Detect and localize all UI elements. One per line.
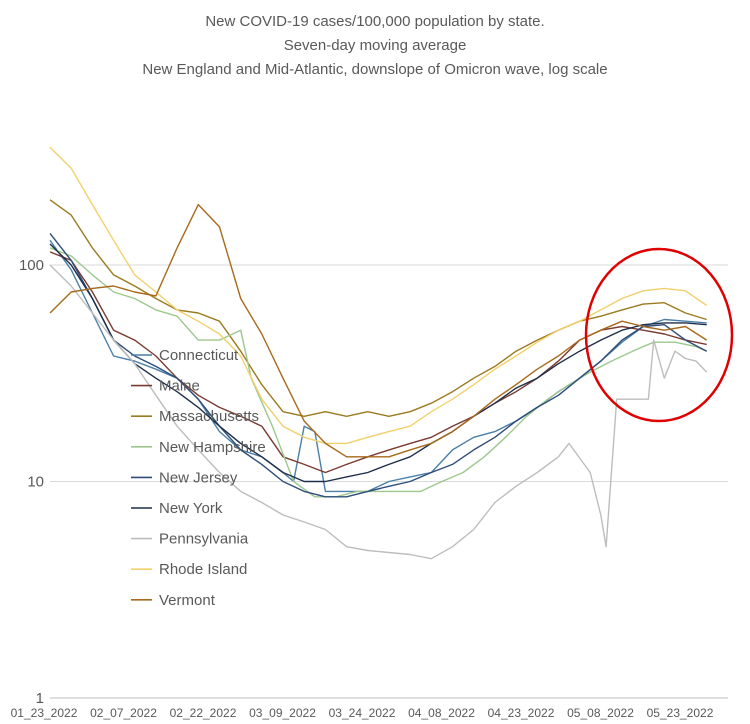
series-line-new-york [49,243,707,483]
legend-label: Maine [159,378,200,395]
legend-label: New Jersey [159,469,238,486]
chart-title: New COVID-19 cases/100,000 population by… [0,10,750,82]
series-lines [49,146,708,560]
highlight-circle [584,247,734,423]
y-tick-label: 100 [19,257,44,274]
series-line-rhode-island [49,146,708,445]
series-line-massachusetts [49,199,707,417]
x-tick-label: 03_09_2022 [249,706,316,720]
legend-label: Rhode Island [159,561,247,578]
x-tick-label: 04_23_2022 [488,706,555,720]
y-tick-label: 1 [36,690,44,707]
legend-label: Connecticut [159,347,239,364]
x-tick-label: 01_23_2022 [11,706,78,720]
x-tick-label: 02_07_2022 [90,706,157,720]
annotation-layer [584,247,734,423]
axes: 1 10 100 01_23_2022 02_07_2022 02_22_2022 03_0… [11,257,728,720]
legend-label: New Hampshire [159,439,266,456]
y-tick-label: 10 [27,474,44,491]
x-tick-label: 05_23_2022 [647,706,714,720]
legend: Connecticut Maine Massachusetts New Hampshi… [131,347,266,609]
x-tick-label: 05_08_2022 [567,706,634,720]
legend-label: Pennsylvania [159,531,249,548]
legend-label: Massachusetts [159,408,259,425]
x-tick-label: 02_22_2022 [170,706,237,720]
legend-label: New York [159,500,223,517]
series-line-new-jersey [49,232,708,498]
legend-label: Vermont [159,592,216,609]
x-tick-label: 03_24_2022 [329,706,396,720]
series-line-pennsylvania [49,264,708,560]
series-line-new-hampshire [49,247,707,498]
series-line-vermont [49,203,708,458]
chart-title-line-1: New COVID-19 cases/100,000 population by… [205,13,545,30]
x-tick-label: 04_08_2022 [408,706,475,720]
chart-title-line-2: Seven-day moving average [283,37,467,54]
chart-title-line-3: New England and Mid-Atlantic, downslope … [142,61,608,78]
